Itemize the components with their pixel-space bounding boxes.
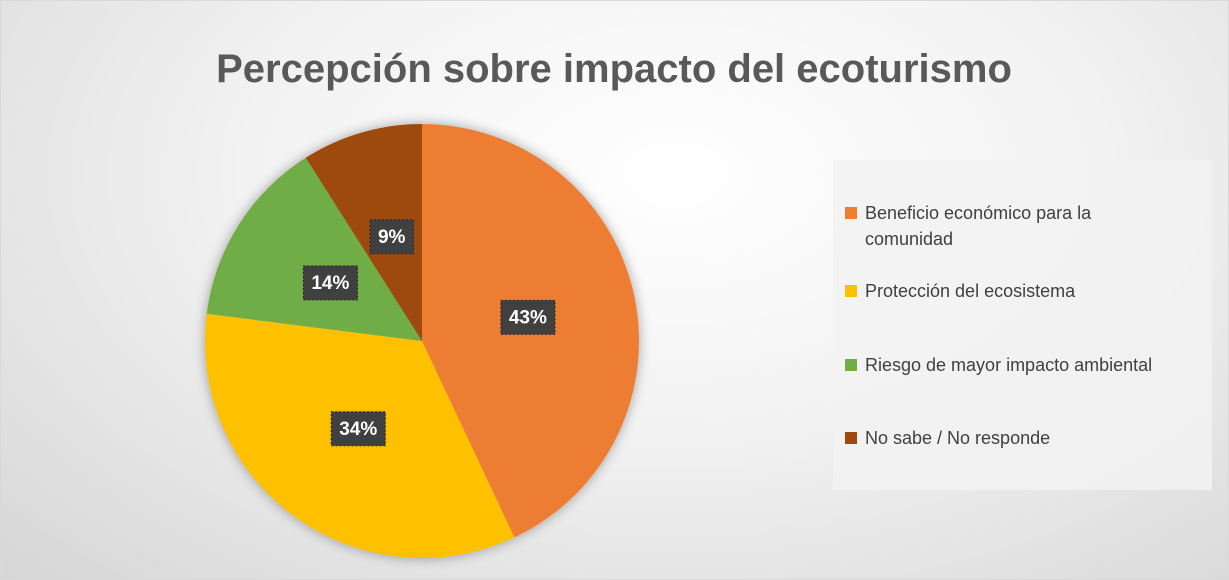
legend-entry: Protección del ecosistema	[845, 278, 1075, 304]
data-label: 14%	[311, 273, 349, 294]
data-label: 34%	[339, 419, 377, 440]
chart-title: Percepción sobre impacto del ecoturismo	[216, 47, 1012, 91]
legend-swatch	[845, 285, 857, 297]
data-label: 9%	[378, 227, 406, 248]
legend-swatch	[845, 432, 857, 444]
pie-slice	[305, 124, 422, 341]
data-labels: 43% 34% 14% 9%	[302, 219, 556, 447]
pie	[205, 124, 639, 558]
data-label-box	[369, 219, 415, 255]
data-label-box	[330, 411, 386, 447]
data-label-box	[500, 299, 556, 335]
legend-swatch	[845, 359, 857, 371]
pie-slice	[206, 157, 422, 341]
legend-label: Riesgo de mayor impacto ambiental	[865, 355, 1153, 375]
legend-label: No sabe / No responde	[865, 428, 1051, 448]
legend-label: Beneficio económico para la comunidad	[865, 203, 1092, 249]
data-label: 43%	[509, 307, 547, 328]
legend-entry: Riesgo de mayor impacto ambiental	[845, 352, 1152, 378]
legend-label: Protección del ecosistema	[865, 281, 1076, 301]
legend-swatch	[845, 207, 857, 219]
legend: Beneficio económico para la comunidad Pro…	[833, 160, 1212, 490]
legend-entry: No sabe / No responde	[845, 425, 1050, 451]
legend-entry: Beneficio económico para la comunidad	[845, 200, 1105, 252]
data-label-box	[302, 265, 359, 301]
